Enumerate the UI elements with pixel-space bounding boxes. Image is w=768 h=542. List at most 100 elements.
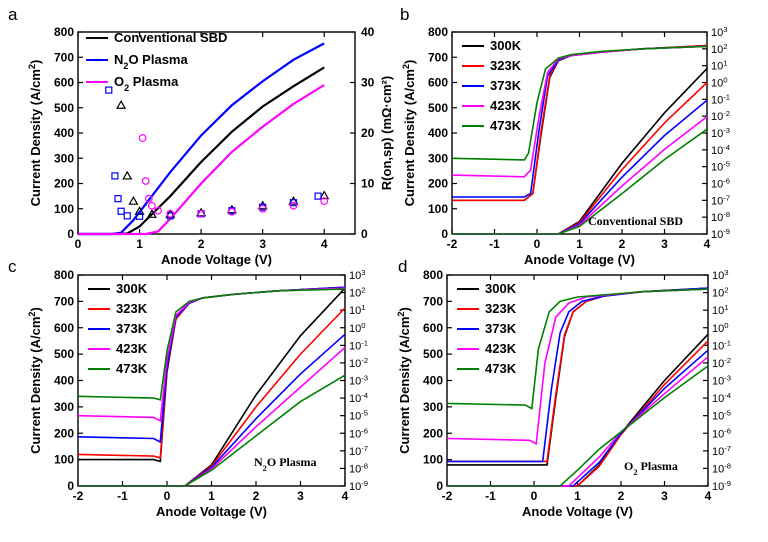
x-tick-label: 3 [661,237,668,251]
y-axis-label: Current Density (A/cm2) [401,60,417,207]
series-line [78,84,325,236]
data-point-triangle [196,207,207,217]
y2-tick-label: 10-6 [349,426,368,441]
y-tick-label: 100 [54,202,74,216]
x-tick-label: 1 [574,489,581,503]
y-tick-label: 400 [428,126,448,140]
panel-label: d [398,257,407,276]
legend-label: 323K [485,301,517,316]
y2-tick-label: 10-9 [712,479,731,494]
y2-tick-label: 101 [711,58,728,73]
x-tick-label: 2 [618,489,625,503]
y-tick-label: 800 [423,268,443,282]
legend-label: 300K [116,281,148,296]
x-tick-label: 1 [576,237,583,251]
x-tick-label: 2 [198,237,205,251]
y2-tick-label: 30 [361,76,375,90]
legend-label: 373K [116,321,148,336]
y-tick-label: 0 [67,479,74,493]
y2-tick-label: 10-1 [712,338,731,353]
y2-tick-label: 10-6 [712,426,731,441]
x-tick-label: 0 [164,489,171,503]
y-tick-label: 200 [423,426,443,440]
y2-tick-label: 10-4 [349,391,369,406]
x-tick-label: 4 [321,237,328,251]
y-tick-label: 300 [428,151,448,165]
y2-tick-label: 100 [712,320,729,335]
x-tick-label: 4 [705,489,712,503]
y2-tick-label: 103 [349,268,366,283]
series-line-log [451,45,708,161]
y-tick-label: 800 [428,25,448,39]
x-tick-label: 1 [208,489,215,503]
panel-annotation: Conventional SBD [588,214,683,228]
legend-label: 373K [490,78,522,93]
data-point-circle [154,206,162,215]
panel-d: -2 -1 0 1 2 3 4 0 100 200 300 400 500 600 700 800 Anode … [396,257,732,519]
data-point-triangle [122,170,133,180]
y2-tick-label: 10 [361,177,375,191]
legend-label: Conventional SBD [114,30,227,45]
data-point-square [314,192,322,200]
legend-label: 323K [490,58,522,73]
legend-label: O2 Plasma [114,74,179,93]
y-tick-label: 100 [428,202,448,216]
legend-label: 300K [490,38,522,53]
x-tick-label: 3 [661,489,668,503]
y2-tick-label: 100 [711,75,728,90]
x-tick-label: 4 [704,237,711,251]
y2-tick-label: 102 [711,41,728,56]
x-tick-label: 2 [253,489,260,503]
y-tick-label: 300 [423,400,443,414]
panel-label: b [400,5,409,24]
x-axis-label: Anode Voltage (V) [161,252,272,267]
y2-tick-label: 10-2 [349,355,368,370]
y-tick-label: 400 [54,374,74,388]
legend-label: 473K [485,361,517,376]
panel-label: c [8,257,17,276]
y2-tick-label: 10-9 [711,227,730,242]
legend-label: N2O Plasma [114,52,188,71]
data-point-square [289,199,298,207]
y-tick-label: 0 [441,227,448,241]
data-point-square [135,212,144,220]
y-tick-label: 200 [428,177,448,191]
x-tick-label: -1 [485,489,496,503]
data-point-circle [258,204,267,213]
legend-label: 373K [485,321,517,336]
y2-axis-label: R(on,sp) (mΩ·cm²) [379,76,394,190]
y-tick-label: 300 [54,151,74,165]
y2-tick-label: 10-1 [349,338,368,353]
y2-tick-label: 10-2 [712,355,731,370]
x-axis-label: Anode Voltage (V) [522,504,633,519]
y2-tick-label: 100 [349,320,366,335]
data-point-triangle [257,200,268,210]
y2-tick-label: 103 [711,25,728,40]
y2-tick-label: 101 [712,303,729,318]
x-tick-label: 2 [619,237,626,251]
x-tick-label: 0 [75,237,82,251]
y2-tick-label: 10-7 [349,443,368,458]
y2-tick-label: 10-4 [711,142,731,157]
y-tick-label: 500 [54,101,74,115]
legend-label: 473K [490,118,522,133]
legend-label: 423K [485,341,517,356]
y-tick-label: 700 [428,50,448,64]
data-point-circle [289,201,298,210]
panel-b: -2 -1 0 1 2 3 4 0 100 200 300 400 500 600 700 800 Anode … [400,5,731,267]
y-tick-label: 700 [423,294,443,308]
data-point-circle [320,197,329,206]
series-line-linear [447,365,709,487]
y-tick-label: 400 [423,374,443,388]
x-tick-label: 4 [342,489,349,503]
x-axis-label: Anode Voltage (V) [524,252,635,267]
y-tick-label: 100 [423,453,443,467]
data-point-circle [138,134,147,142]
data-point-triangle [128,195,139,205]
y2-tick-label: 10-5 [711,159,730,174]
series-line-log [446,288,709,410]
y-axis-label: Current Density (A/cm2) [27,307,43,454]
data-point-square [117,207,125,215]
